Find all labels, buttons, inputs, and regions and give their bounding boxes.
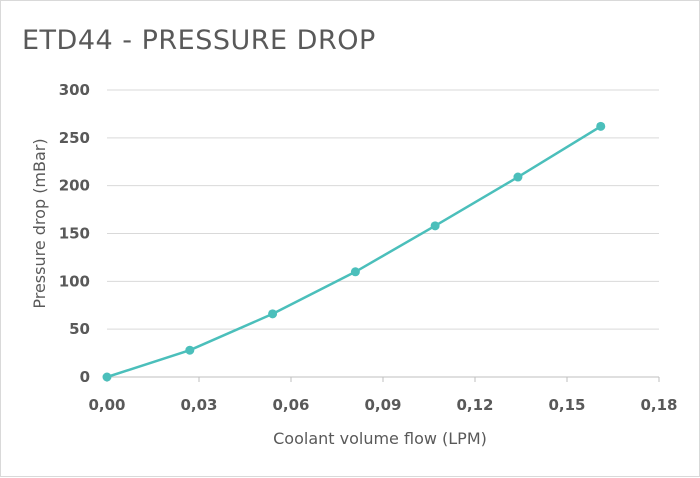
data-point <box>350 267 360 277</box>
y-tick-label: 0 <box>80 368 90 386</box>
x-tick-label: 0,06 <box>272 396 309 414</box>
data-point <box>102 372 112 382</box>
y-tick-label: 50 <box>69 320 90 338</box>
y-tick-labels: 0 50 100 150 200 250 300 <box>59 81 90 386</box>
x-axis-title: Coolant volume flow (LPM) <box>273 429 487 448</box>
y-tick-label: 250 <box>59 129 90 147</box>
x-tick-label: 0,15 <box>548 396 585 414</box>
x-tick-label: 0,09 <box>364 396 401 414</box>
data-point <box>596 121 606 131</box>
y-tick-label: 150 <box>59 225 90 243</box>
x-tick-label: 0,18 <box>640 396 677 414</box>
chart-title: ETD44 - PRESSURE DROP <box>22 25 376 56</box>
data-point <box>513 172 523 182</box>
x-tick-label: 0,00 <box>88 396 125 414</box>
y-tick-label: 300 <box>59 81 90 99</box>
series-line <box>105 125 602 379</box>
y-tick-label: 100 <box>59 272 90 290</box>
series-group <box>102 121 606 382</box>
y-axis-title: Pressure drop (mBar) <box>30 138 49 308</box>
gridlines <box>106 89 660 382</box>
data-point <box>430 221 440 231</box>
y-tick-label: 200 <box>59 177 90 195</box>
data-point <box>185 345 195 355</box>
x-tick-label: 0,03 <box>180 396 217 414</box>
x-tick-label: 0,12 <box>456 396 493 414</box>
data-point <box>268 309 278 319</box>
x-tick-labels: 0,00 0,03 0,06 0,09 0,12 0,15 0,18 <box>88 396 677 414</box>
